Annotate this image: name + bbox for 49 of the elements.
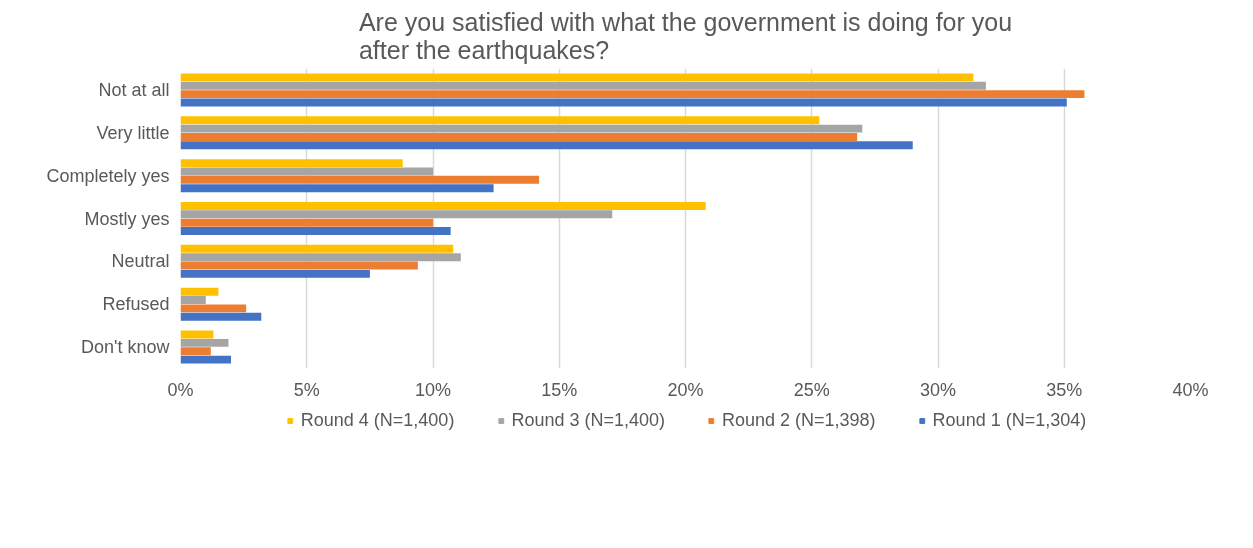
bar bbox=[180, 116, 820, 125]
x-tick-label: 15% bbox=[541, 379, 578, 400]
bar bbox=[180, 227, 451, 236]
x-tick-label: 5% bbox=[293, 379, 320, 400]
y-tick-label: Don't know bbox=[81, 337, 171, 358]
bar bbox=[180, 90, 1085, 99]
bar bbox=[180, 124, 863, 133]
bar bbox=[180, 73, 974, 82]
bar bbox=[180, 261, 418, 270]
bar bbox=[180, 296, 206, 305]
bar bbox=[180, 201, 706, 210]
x-tick-label: 25% bbox=[793, 379, 830, 400]
bar bbox=[180, 132, 858, 141]
bar bbox=[180, 330, 214, 339]
bar bbox=[180, 287, 219, 296]
legend-label: Round 2 (N=1,398) bbox=[722, 409, 876, 431]
x-tick-label: 20% bbox=[667, 379, 704, 400]
legend-label: Round 3 (N=1,400) bbox=[511, 409, 665, 431]
bar bbox=[180, 184, 494, 193]
legend-label: Round 4 (N=1,400) bbox=[300, 409, 455, 431]
bar bbox=[180, 338, 229, 347]
x-tick-label: 35% bbox=[1046, 379, 1083, 400]
bar bbox=[180, 210, 613, 219]
x-tick-label: 0% bbox=[167, 379, 194, 400]
bar bbox=[180, 175, 540, 184]
y-tick-label: Completely yes bbox=[46, 165, 170, 186]
bar bbox=[180, 159, 403, 168]
legend-label: Round 1 (N=1,304) bbox=[932, 409, 1087, 431]
bar bbox=[180, 355, 231, 364]
bar bbox=[180, 347, 211, 356]
bar bbox=[180, 269, 370, 278]
bar bbox=[180, 304, 247, 313]
y-tick-label: Mostly yes bbox=[84, 208, 170, 229]
bar bbox=[180, 141, 913, 150]
bar bbox=[180, 98, 1067, 107]
bar bbox=[180, 218, 433, 227]
bar bbox=[180, 253, 461, 262]
y-tick-label: Refused bbox=[102, 294, 170, 315]
x-tick-label: 40% bbox=[1172, 379, 1209, 400]
bar bbox=[180, 312, 262, 321]
y-tick-label: Neutral bbox=[111, 251, 170, 272]
x-tick-label: 10% bbox=[414, 379, 452, 400]
y-tick-label: Very little bbox=[96, 122, 170, 143]
y-tick-label: Not at all bbox=[98, 79, 170, 100]
chart-title: Are you satisfied with what the government is doing for you after the earthquakes? bbox=[358, 7, 1013, 64]
bar bbox=[180, 81, 986, 90]
bar bbox=[180, 167, 433, 176]
bar bbox=[180, 244, 454, 253]
x-tick-label: 30% bbox=[919, 379, 957, 400]
